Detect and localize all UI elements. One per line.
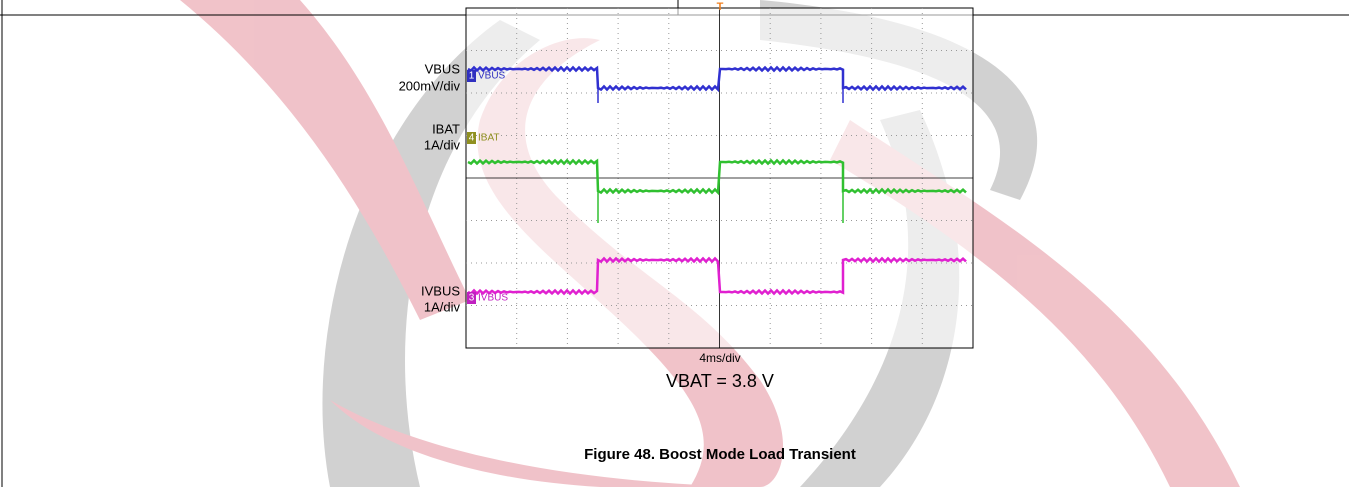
trigger-marker: T [717, 1, 724, 13]
channel-badge [467, 70, 476, 82]
channel-tag: IVBUS [478, 293, 508, 304]
channel-badge [467, 132, 476, 144]
channel-number: 3 [469, 293, 475, 304]
waveform [467, 158, 967, 196]
channel-scale: 1A/div [424, 137, 461, 152]
channel-name: IBAT [432, 121, 460, 136]
channel-number: 1 [469, 71, 475, 82]
timebase: 4ms/div [699, 351, 740, 365]
waveform [467, 65, 967, 93]
channel-tag: IBAT [478, 133, 499, 144]
waveform [467, 256, 967, 296]
channel-scale: 1A/div [424, 299, 461, 314]
channel-badge [467, 292, 476, 304]
figure-caption: Figure 48. Boost Mode Load Transient [584, 446, 856, 463]
scope-screen: 1 VBUS 4 IBAT 3 IVBUS [465, 7, 974, 349]
channel-name: IVBUS [421, 283, 460, 298]
channel-name: VBUS [425, 61, 461, 76]
channel-scale: 200mV/div [399, 78, 461, 93]
condition: VBAT = 3.8 V [666, 371, 774, 391]
channel-tag: VBUS [478, 71, 506, 82]
channel-number: 4 [469, 133, 475, 144]
